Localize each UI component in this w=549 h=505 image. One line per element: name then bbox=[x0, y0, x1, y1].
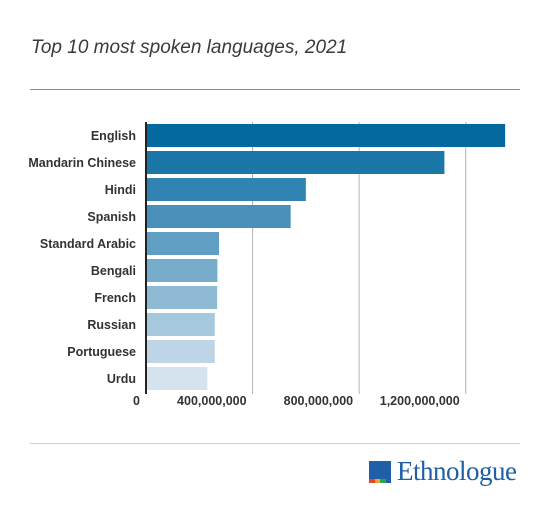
logo-mark-icon bbox=[369, 460, 391, 483]
category-label: French bbox=[94, 291, 136, 305]
category-label: Urdu bbox=[107, 372, 136, 386]
bar bbox=[146, 178, 306, 201]
footer-divider bbox=[30, 443, 520, 444]
bar bbox=[146, 232, 220, 255]
category-label: Hindi bbox=[105, 183, 136, 197]
title-divider bbox=[30, 89, 520, 90]
bar bbox=[146, 124, 506, 147]
category-label: Spanish bbox=[87, 210, 136, 224]
chart-title: Top 10 most spoken languages, 2021 bbox=[31, 37, 348, 58]
bar bbox=[146, 205, 291, 228]
category-label: Russian bbox=[87, 318, 136, 332]
bar bbox=[146, 367, 208, 390]
ethnologue-logo: Ethnologue bbox=[369, 456, 517, 486]
category-label: Portuguese bbox=[67, 345, 136, 359]
category-label: English bbox=[91, 129, 136, 143]
x-tick-label: 0 bbox=[133, 394, 140, 408]
category-label: Standard Arabic bbox=[40, 237, 136, 251]
x-tick-label: 1,200,000,000 bbox=[380, 394, 460, 408]
bar bbox=[146, 313, 215, 336]
x-tick-label: 800,000,000 bbox=[284, 394, 354, 408]
category-label: Mandarin Chinese bbox=[28, 156, 136, 170]
category-label: Bengali bbox=[91, 264, 136, 278]
bar bbox=[146, 151, 445, 174]
logo-text: Ethnologue bbox=[397, 456, 517, 486]
bar bbox=[146, 340, 215, 363]
bar-chart: English Mandarin Chinese Hindi Spanish Stand… bbox=[28, 122, 506, 408]
x-tick-label: 400,000,000 bbox=[177, 394, 247, 408]
bar bbox=[146, 259, 218, 282]
bar bbox=[146, 286, 218, 309]
